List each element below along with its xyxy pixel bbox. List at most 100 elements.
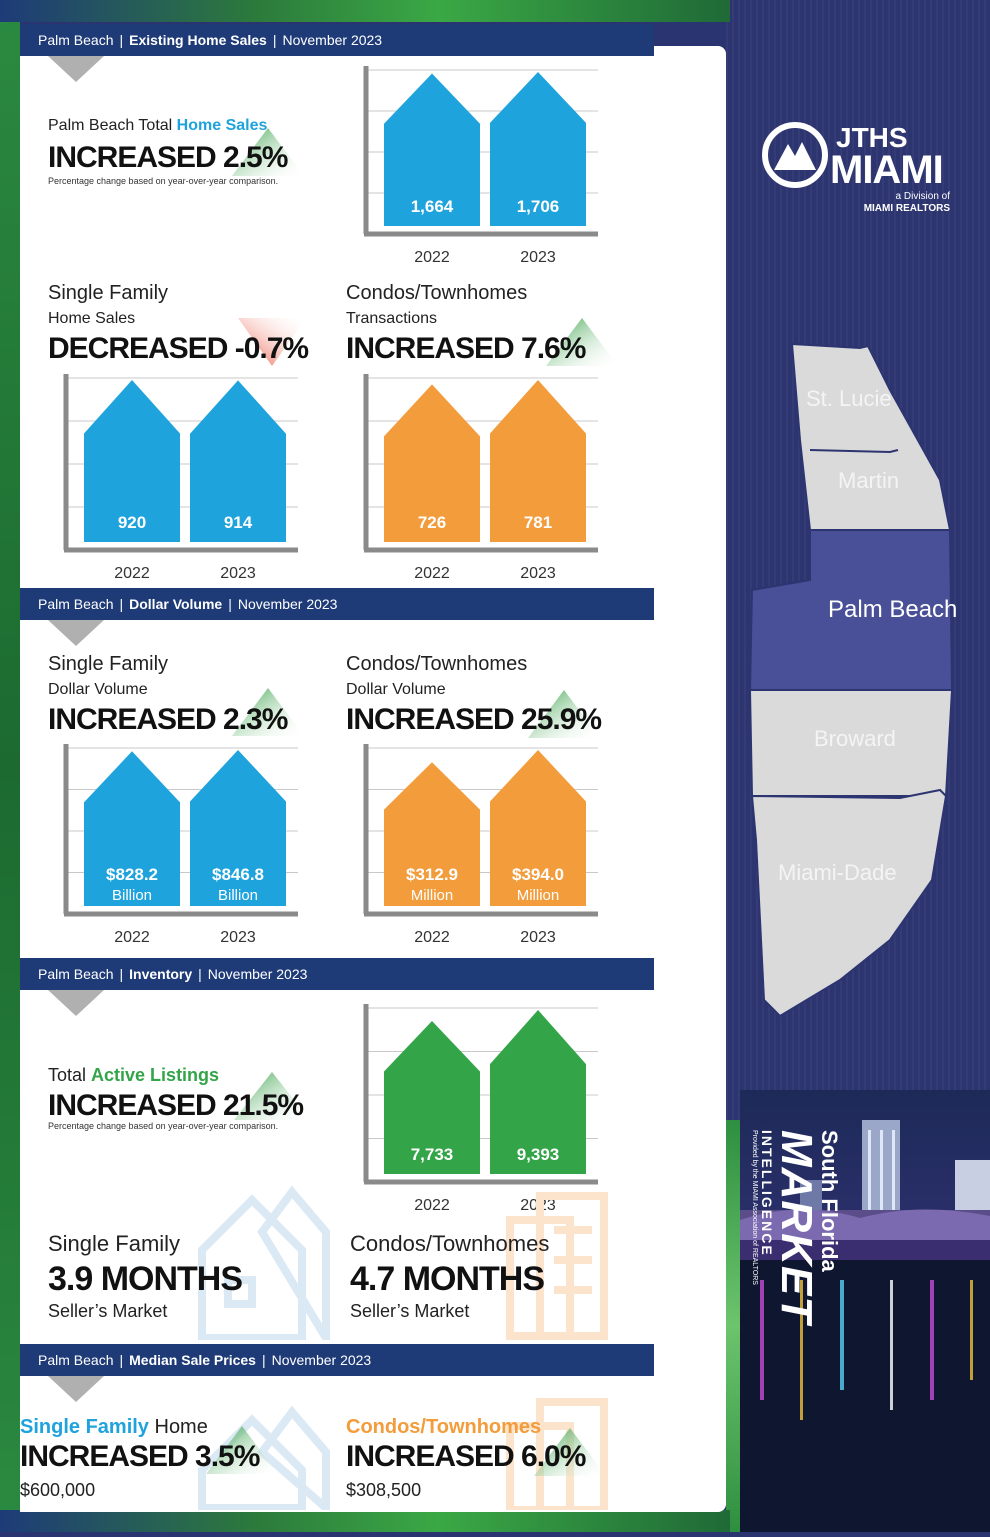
data-label: 920 bbox=[118, 513, 146, 532]
bar-2023 bbox=[490, 380, 586, 542]
florida-county-map bbox=[748, 342, 954, 1018]
section-area: Palm Beach bbox=[38, 596, 114, 612]
left-edge-strip bbox=[0, 0, 20, 1532]
county-miami-dade bbox=[750, 788, 948, 1018]
inventory-condo-title: Condos/Townhomes bbox=[350, 1231, 550, 1256]
data-unit-label: Million bbox=[411, 887, 454, 904]
chart-svg: $312.9 Million 2022 $394.0 Million 2023 bbox=[363, 744, 598, 946]
section-area: Palm Beach bbox=[38, 966, 114, 982]
sf-volume-headline: INCREASED 2.3% bbox=[48, 703, 288, 736]
bar-2023 bbox=[190, 380, 286, 542]
up-arrow-icon bbox=[528, 690, 600, 738]
inventory-sf-months: 3.9 MONTHS bbox=[48, 1260, 243, 1298]
x-tick-label: 2022 bbox=[414, 1197, 450, 1214]
sf-sales-title: Single Family bbox=[48, 282, 169, 304]
total-sales-note: Percentage change based on year-over-yea… bbox=[48, 176, 279, 186]
condo-volume-headline: INCREASED 25.9% bbox=[346, 703, 602, 736]
county-st-lucie-martin bbox=[790, 342, 952, 531]
condo-sales-label: Transactions bbox=[346, 310, 437, 327]
accent-strip bbox=[726, 1120, 740, 1532]
up-arrow-icon bbox=[534, 1428, 606, 1476]
median-sf-title: Single Family bbox=[20, 1416, 149, 1438]
down-arrow-icon bbox=[238, 318, 306, 366]
condo-sales-title: Condos/Townhomes bbox=[346, 282, 528, 304]
data-label: 7,733 bbox=[411, 1145, 454, 1164]
section-title: Existing Home Sales bbox=[129, 32, 267, 48]
up-arrow-icon bbox=[232, 688, 304, 736]
bar-2023 bbox=[190, 750, 286, 906]
x-tick-label: 2022 bbox=[414, 929, 450, 946]
data-unit-label: Million bbox=[517, 887, 560, 904]
median-sf-headline: INCREASED 3.5% bbox=[20, 1440, 260, 1473]
sf-volume-label: Dollar Volume bbox=[48, 681, 148, 698]
median-sf-label: Single Family Home bbox=[20, 1417, 208, 1437]
chart-total-sales: 1,664 2022 1,706 2023 bbox=[358, 62, 608, 272]
median-sf-price: $600,000 bbox=[20, 1480, 96, 1500]
brand-line4: MIAMI REALTORS bbox=[863, 203, 950, 214]
condo-watermark-icon bbox=[506, 1192, 608, 1340]
chart-condo-sales: 726 2022 781 2023 bbox=[358, 370, 608, 588]
city-skyline-image bbox=[740, 1090, 990, 1532]
section-date: November 2023 bbox=[207, 966, 308, 982]
section-header-existing-sales: Palm Beach | Existing Home Sales | November … bbox=[20, 24, 654, 56]
sf-sales-label: Home Sales bbox=[48, 310, 136, 327]
median-sf-suffix: Home bbox=[148, 1416, 208, 1438]
chart-svg: 726 2022 781 2023 bbox=[363, 374, 598, 582]
total-sales-label-prefix: Palm Beach Total bbox=[48, 117, 177, 134]
section-title: Inventory bbox=[129, 966, 193, 982]
data-label: $394.0 bbox=[512, 865, 564, 884]
chart-svg: 920 2022 914 2023 bbox=[63, 374, 298, 582]
inventory-note: Percentage change based on year-over-yea… bbox=[48, 1121, 279, 1131]
x-tick-label: 2022 bbox=[414, 565, 450, 582]
data-unit-label: Billion bbox=[218, 887, 258, 904]
x-tick-label: 2023 bbox=[520, 929, 556, 946]
side-title-block: South Florida MARKET INTELLIGENCE Provid… bbox=[750, 1130, 842, 1430]
side-title-line1: South Florida bbox=[817, 1130, 842, 1272]
section-pointer-icon bbox=[48, 56, 104, 82]
data-label: 726 bbox=[418, 513, 446, 532]
x-tick-label: 2023 bbox=[520, 565, 556, 582]
section-date: November 2023 bbox=[237, 596, 338, 612]
chart-sf-volume: $828.2 Billion 2022 $846.8 Billion 2023 bbox=[58, 740, 308, 952]
section-pointer-icon bbox=[48, 990, 104, 1016]
median-condo-price: $308,500 bbox=[346, 1480, 422, 1500]
section-date: November 2023 bbox=[282, 32, 383, 48]
sf-sales-headline: DECREASED -0.7% bbox=[48, 332, 309, 365]
up-arrow-icon bbox=[234, 1072, 310, 1120]
bar-2022 bbox=[384, 1021, 480, 1174]
side-title-line2: MARKET bbox=[772, 1130, 821, 1325]
chart-svg: 1,664 2022 1,706 2023 bbox=[363, 66, 598, 266]
section-area: Palm Beach bbox=[38, 1352, 114, 1368]
section-area: Palm Beach bbox=[38, 32, 114, 48]
section-header-dollar-volume: Palm Beach | Dollar Volume | November 2023 bbox=[20, 588, 654, 620]
bar-2023 bbox=[490, 1010, 586, 1174]
inventory-sf-title: Single Family bbox=[48, 1231, 181, 1256]
data-label: 1,664 bbox=[411, 197, 454, 216]
bottom-gradient-bar bbox=[0, 1510, 730, 1532]
sf-volume-title: Single Family bbox=[48, 653, 169, 675]
data-label: 9,393 bbox=[517, 1145, 560, 1164]
brand-logo-icon bbox=[762, 122, 828, 188]
up-arrow-icon bbox=[206, 1426, 278, 1474]
median-condo-headline: INCREASED 6.0% bbox=[346, 1440, 586, 1473]
section-header-inventory: Palm Beach | Inventory | November 2023 bbox=[20, 958, 654, 990]
condo-volume-title: Condos/Townhomes bbox=[346, 653, 528, 675]
bar-2023 bbox=[490, 750, 586, 906]
bar-2022 bbox=[384, 73, 480, 226]
x-tick-label: 2022 bbox=[114, 565, 150, 582]
bar-2022 bbox=[384, 762, 480, 906]
bar-2023 bbox=[490, 72, 586, 226]
side-title-line4: Provided by the MIAMI Association of REA… bbox=[751, 1130, 758, 1285]
inventory-condo-months: 4.7 MONTHS bbox=[350, 1260, 545, 1298]
inventory-label: Total Active Listings bbox=[48, 1066, 219, 1084]
x-tick-label: 2023 bbox=[520, 249, 556, 266]
map-label-miami-dade: Miami-Dade bbox=[778, 860, 897, 885]
data-unit-label: Billion bbox=[112, 887, 152, 904]
inventory-sf-market: Seller’s Market bbox=[48, 1301, 168, 1321]
up-arrow-icon bbox=[232, 128, 304, 176]
data-label: 914 bbox=[224, 513, 253, 532]
section-title: Median Sale Prices bbox=[129, 1352, 256, 1368]
data-label: $828.2 bbox=[106, 865, 158, 884]
data-label: $312.9 bbox=[406, 865, 458, 884]
